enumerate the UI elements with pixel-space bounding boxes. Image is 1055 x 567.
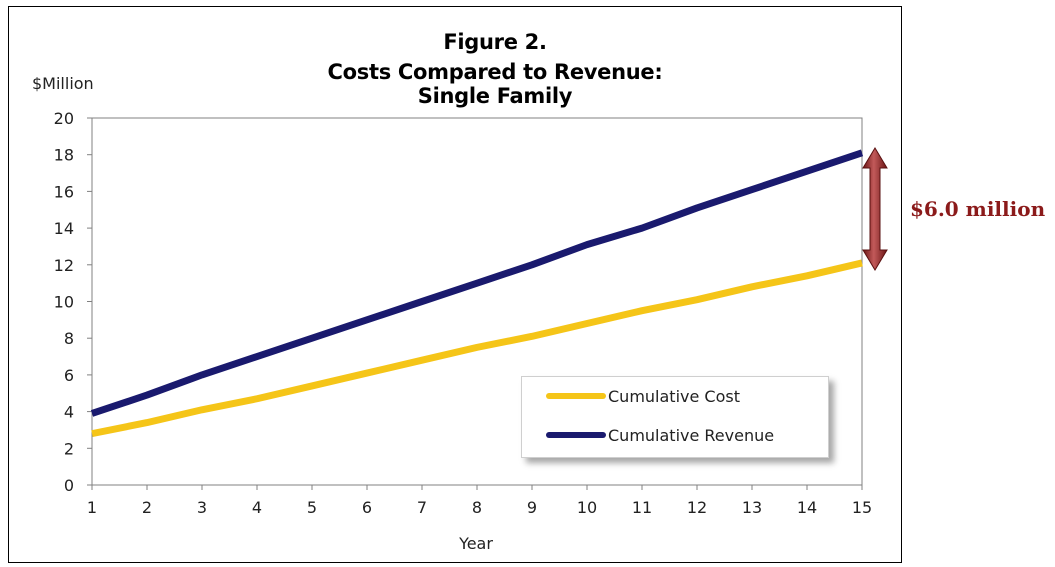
y-tick-label: 8 [64, 329, 74, 348]
y-tick-label: 18 [54, 146, 74, 165]
x-tick-label: 1 [87, 498, 97, 517]
y-tick-label: 2 [64, 439, 74, 458]
y-axis-label: $Million [32, 74, 94, 93]
legend-swatch-cost [546, 393, 606, 399]
x-tick-label: 12 [687, 498, 707, 517]
x-tick-label: 5 [307, 498, 317, 517]
y-tick-label: 14 [54, 219, 74, 238]
y-tick-label: 10 [54, 293, 74, 312]
legend: Cumulative Cost Cumulative Revenue [521, 376, 829, 458]
x-tick-label: 13 [742, 498, 762, 517]
x-tick-label: 9 [527, 498, 537, 517]
legend-swatch-revenue [546, 432, 606, 438]
x-tick-label: 7 [417, 498, 427, 517]
legend-item-cost: Cumulative Cost [546, 385, 740, 407]
x-tick-label: 4 [252, 498, 262, 517]
x-axis-label: Year [459, 534, 493, 553]
x-tick-label: 15 [852, 498, 872, 517]
x-axis: 1 2 3 4 5 6 7 8 9 10 11 12 13 14 15 [87, 485, 872, 517]
x-tick-label: 2 [142, 498, 152, 517]
series-layer [90, 149, 864, 438]
legend-item-revenue: Cumulative Revenue [546, 424, 774, 446]
y-tick-label: 20 [54, 109, 74, 128]
chart-title: Figure 2. [443, 30, 547, 54]
legend-label-revenue: Cumulative Revenue [608, 425, 775, 445]
x-tick-label: 14 [797, 498, 817, 517]
legend-label-cost: Cumulative Cost [608, 386, 740, 406]
series-line-revenue [90, 149, 864, 417]
y-tick-label: 4 [64, 403, 74, 422]
x-tick-label: 11 [632, 498, 652, 517]
difference-arrow [862, 147, 888, 271]
x-tick-label: 6 [362, 498, 372, 517]
y-tick-label: 6 [64, 366, 74, 385]
y-tick-label: 12 [54, 256, 74, 275]
y-tick-label: 0 [64, 476, 74, 495]
series-line-cost [91, 259, 863, 438]
x-tick-label: 8 [472, 498, 482, 517]
y-axis: 0 2 4 6 8 10 12 14 16 18 20 [54, 109, 92, 495]
x-tick-label: 3 [197, 498, 207, 517]
chart-subtitle: Costs Compared to Revenue: Single Family [327, 60, 663, 108]
x-tick-label: 10 [577, 498, 597, 517]
difference-annotation: $6.0 million [910, 197, 1046, 221]
y-tick-label: 16 [54, 182, 74, 201]
